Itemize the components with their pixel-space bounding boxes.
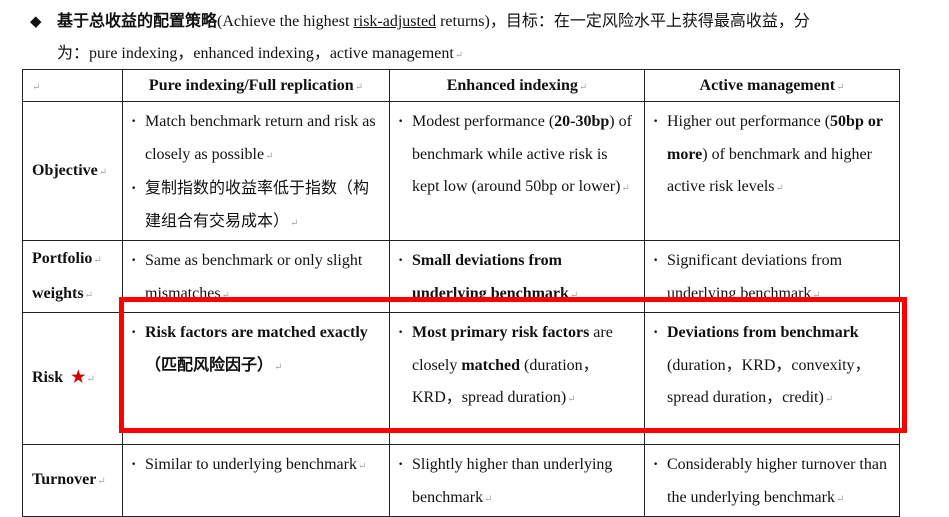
cell-text: Match benchmark return and risk as close…	[145, 113, 376, 163]
star-icon: ★	[71, 369, 86, 386]
paragraph-mark-icon	[289, 213, 298, 230]
paragraph-mark-icon	[620, 178, 629, 195]
row-label-text: Risk	[32, 369, 64, 386]
row-label: Risk ★	[22, 312, 123, 445]
table-row: Turnover Similar to underlying benchmark S…	[22, 444, 900, 517]
cell-text: 50bp or more	[667, 113, 883, 163]
paragraph-mark-icon	[483, 489, 492, 506]
table-cell: Most primary risk factors are closely ma…	[389, 312, 645, 445]
table-cell: Same as benchmark or only slight mismatc…	[122, 240, 390, 313]
table-row: Risk ★ Risk factors are matched exactly（匹配…	[22, 312, 900, 445]
cell-text: (duration，KRD，convexity，spread duration，…	[667, 356, 871, 407]
table-cell: Higher out performance (50bp or more) of…	[644, 101, 900, 241]
table-cell: Match benchmark return and risk as close…	[122, 101, 390, 241]
cell-text: 复制指数的收益率低于指数（构建组合有交易成本）	[145, 180, 370, 230]
paragraph-mark-icon	[221, 285, 230, 302]
row-label-text: Turnover	[32, 471, 97, 488]
header-enhanced-indexing: Enhanced indexing	[389, 69, 645, 102]
table-row: Portfolio weights Same as benchmark or onl…	[22, 240, 900, 313]
cell-text: Higher out performance (	[667, 113, 831, 130]
cell-text: Deviations from benchmark	[667, 324, 859, 341]
paragraph-mark-icon	[775, 178, 784, 195]
table-cell: Deviations from benchmark (duration，KRD，…	[644, 312, 900, 445]
diamond-bullet-icon: ◆	[30, 14, 42, 30]
header-active-management: Active management	[644, 69, 900, 102]
cell-paragraph: Small deviations from underlying benchma…	[398, 245, 638, 312]
intro-title-cn: 基于总收益的配置策略	[57, 13, 218, 30]
table-cell: Slightly higher than underlying benchmar…	[389, 444, 645, 517]
paragraph-mark-icon	[264, 146, 273, 163]
cell-text: Modest performance (	[412, 113, 555, 130]
paragraph-mark-icon	[357, 456, 366, 473]
cell-paragraph: Significant deviations from underlying b…	[653, 245, 893, 312]
row-label-text: weights	[32, 284, 84, 302]
cell-text: matched	[461, 356, 520, 374]
cell-text: (duration，KRD，spread duration)	[412, 356, 599, 407]
header-pure-indexing: Pure indexing/Full replication	[122, 69, 390, 102]
row-label-text: Objective	[32, 161, 98, 179]
row-label: Objective	[22, 101, 123, 241]
table-cell: Risk factors are matched exactly（匹配风险因子）	[122, 312, 390, 445]
table-cell: Significant deviations from underlying b…	[644, 240, 900, 313]
cell-text: Similar to underlying benchmark	[145, 456, 357, 473]
intro-line-2: 为：pure indexing，enhanced indexing，active…	[30, 38, 930, 72]
table-cell: Modest performance (20-30bp) of benchmar…	[389, 101, 645, 241]
cell-paragraph: Most primary risk factors are closely ma…	[398, 317, 638, 417]
paragraph-mark-icon	[273, 357, 282, 374]
cell-paragraph: Considerably higher turnover than the un…	[653, 449, 893, 516]
intro-underlined-term: risk-adjusted	[353, 13, 437, 30]
cell-text: Small deviations from underlying benchma…	[412, 252, 569, 302]
strategy-comparison-table: Pure indexing/Full replication Enhanced …	[22, 69, 900, 517]
paragraph-mark-icon	[835, 489, 844, 506]
table-row: Objective Match benchmark return and risk…	[22, 101, 900, 241]
cell-text: ) of benchmark while active risk is kept…	[412, 113, 632, 195]
row-label: Portfolio weights	[22, 240, 123, 313]
paragraph-mark-icon	[569, 285, 578, 302]
cell-paragraph: 复制指数的收益率低于指数（构建组合有交易成本）	[131, 173, 383, 240]
table-cell: Small deviations from underlying benchma…	[389, 240, 645, 313]
cell-text: ) of benchmark and higher active risk le…	[667, 145, 872, 196]
row-label-text: Portfolio	[32, 249, 93, 267]
cell-paragraph: Similar to underlying benchmark	[131, 449, 383, 484]
cell-text: are closely	[412, 324, 613, 374]
table-cell: Similar to underlying benchmark	[122, 444, 390, 517]
header-empty	[22, 69, 123, 102]
cell-text: Same as benchmark or only slight mismatc…	[145, 252, 363, 302]
cell-paragraph: Modest performance (20-30bp) of benchmar…	[398, 106, 638, 206]
intro-paragraph: ◆ 基于总收益的配置策略(Achieve the highest risk-adj…	[30, 6, 930, 72]
row-label: Turnover	[22, 444, 123, 517]
paragraph-mark-icon	[566, 389, 575, 406]
table-cell: Considerably higher turnover than the un…	[644, 444, 900, 517]
cell-paragraph: Slightly higher than underlying benchmar…	[398, 449, 638, 516]
cell-text: 20-30bp	[554, 113, 610, 130]
cell-text: Slightly higher than underlying benchmar…	[412, 456, 613, 506]
cell-paragraph: Same as benchmark or only slight mismatc…	[131, 245, 383, 312]
cell-paragraph: Match benchmark return and risk as close…	[131, 106, 383, 173]
intro-line-2-text: 为：pure indexing，enhanced indexing，active…	[57, 45, 454, 62]
intro-title-en: (Achieve the highest	[217, 13, 354, 30]
cell-text: Considerably higher turnover than the un…	[667, 456, 887, 506]
cell-paragraph: Risk factors are matched exactly（匹配风险因子）	[131, 317, 383, 384]
cell-paragraph: Deviations from benchmark (duration，KRD，…	[653, 317, 893, 417]
cell-paragraph: Higher out performance (50bp or more) of…	[653, 106, 893, 206]
paragraph-mark-icon	[811, 285, 820, 302]
paragraph-mark-icon	[824, 389, 833, 406]
table-header-row: Pure indexing/Full replication Enhanced …	[22, 69, 900, 102]
cell-text: Risk factors are matched exactly（匹配风险因子）	[145, 324, 368, 374]
cell-text: Most primary risk factors	[412, 324, 590, 341]
intro-line-1: ◆ 基于总收益的配置策略(Achieve the highest risk-adj…	[30, 6, 930, 38]
intro-goal: returns)，目标：在一定风险水平上获得最高收益，分	[436, 13, 810, 30]
